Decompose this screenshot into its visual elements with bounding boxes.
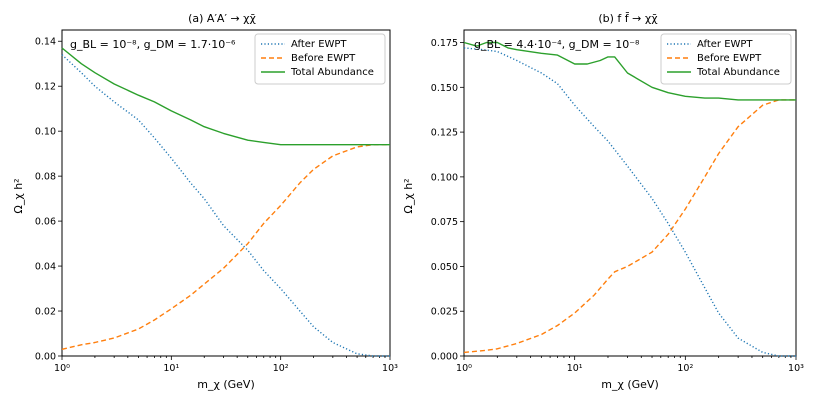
- panel-b-series-before-ewpt: [463, 99, 796, 354]
- panel-a-series-after-ewpt: [61, 54, 390, 357]
- panel-a-ytick-label: 0.02: [35, 307, 56, 318]
- panel-a-series-total-abundance: [61, 47, 390, 146]
- panel-a-title: (a) A′A′ → χχ̄: [188, 12, 256, 25]
- panel-a-xtick-label: 10⁰: [54, 363, 70, 374]
- panel-a-ticks: 0.00 0.02 0.04 0.06 0.08 0.10 0.12 0.14 10⁰ 10¹ 10…: [35, 37, 398, 374]
- panel-b-ytick-label: 0.025: [431, 307, 458, 318]
- panel-a-ytick-label: 0.14: [35, 37, 56, 48]
- panel-b-xlabel: m_χ (GeV): [601, 378, 658, 391]
- panel-b-xtick-label: 10⁰: [456, 363, 472, 374]
- panel-b-xtick-label: 10²: [677, 363, 693, 374]
- panel-a-ylabel: Ω_χ h²: [12, 178, 25, 213]
- panel-b-ytick-label: 0.000: [431, 352, 458, 363]
- panel-a-ytick-label: 0.10: [35, 127, 56, 138]
- panel-a-xtick-label: 10²: [273, 363, 289, 374]
- panel-a-ytick-label: 0.12: [35, 82, 56, 93]
- panel-a-xlabel: m_χ (GeV): [197, 378, 254, 391]
- panel-b-ticks: 0.000 0.025 0.050 0.075 0.100 0.125 0.150 0.175…: [431, 38, 804, 374]
- panel-a-axes: [61, 29, 391, 357]
- panel-b-ytick-label: 0.050: [431, 262, 458, 273]
- panel-b-ytick-label: 0.150: [431, 83, 458, 94]
- panel-a-xtick-label: 10³: [382, 363, 398, 374]
- panel-b-title: (b) f f̄ → χχ̄: [598, 12, 658, 25]
- panel-b-parameters: g_BL = 4.4·10⁻⁴, g_DM = 10⁻⁸: [474, 38, 640, 51]
- panel-b-legend-box: [660, 33, 792, 85]
- panel-a-series: [61, 47, 390, 357]
- panel-a-parameters: g_BL = 10⁻⁸, g_DM = 1.7·10⁻⁶: [70, 38, 236, 51]
- panel-b-axes: [463, 29, 797, 357]
- panel-b-ylabel: Ω_χ h²: [402, 178, 415, 213]
- panel-b-legend-label: Before EWPT: [697, 53, 762, 64]
- panel-a-legend-label: Before EWPT: [291, 53, 356, 64]
- panel-b-ytick-label: 0.075: [431, 217, 458, 228]
- panel-b-legend: After EWPT Before EWPT Total Abundance: [660, 33, 792, 85]
- panel-a-legend: After EWPT Before EWPT Total Abundance: [254, 33, 386, 85]
- panel-a-ytick-label: 0.06: [35, 217, 56, 228]
- panel-b-series-total-abundance: [463, 41, 796, 101]
- panel-b-legend-label: After EWPT: [697, 39, 753, 50]
- panel-b-ytick-label: 0.125: [431, 128, 458, 139]
- panel-b-ytick-label: 0.175: [431, 38, 458, 49]
- panel-b-xtick-label: 10³: [788, 363, 804, 374]
- panel-a-legend-label: Total Abundance: [290, 67, 374, 78]
- panel-a-xtick-label: 10¹: [163, 363, 179, 374]
- panel-b-series: [463, 41, 796, 357]
- panel-b-ytick-label: 0.100: [431, 172, 458, 183]
- panel-a-ytick-label: 0.04: [35, 262, 56, 273]
- panel-a-legend-box: [254, 33, 386, 85]
- panel-a-legend-label: After EWPT: [291, 39, 347, 50]
- panel-a-ytick-label: 0.08: [35, 172, 56, 183]
- panel-b-xtick-label: 10¹: [567, 363, 583, 374]
- panel-a: (a) A′A′ → χχ̄ 0.000.020.040.060.080.100…: [12, 12, 398, 391]
- panel-b-legend-label: Total Abundance: [696, 67, 780, 78]
- panel-b: (b) f f̄ → χχ̄ 0.000 0.025 0.050 0.075 0.100…: [402, 12, 804, 391]
- panel-a-ytick-label: 0.00: [35, 352, 56, 363]
- panel-a-series-before-ewpt: [61, 143, 390, 350]
- panel-b-series-after-ewpt: [463, 47, 796, 357]
